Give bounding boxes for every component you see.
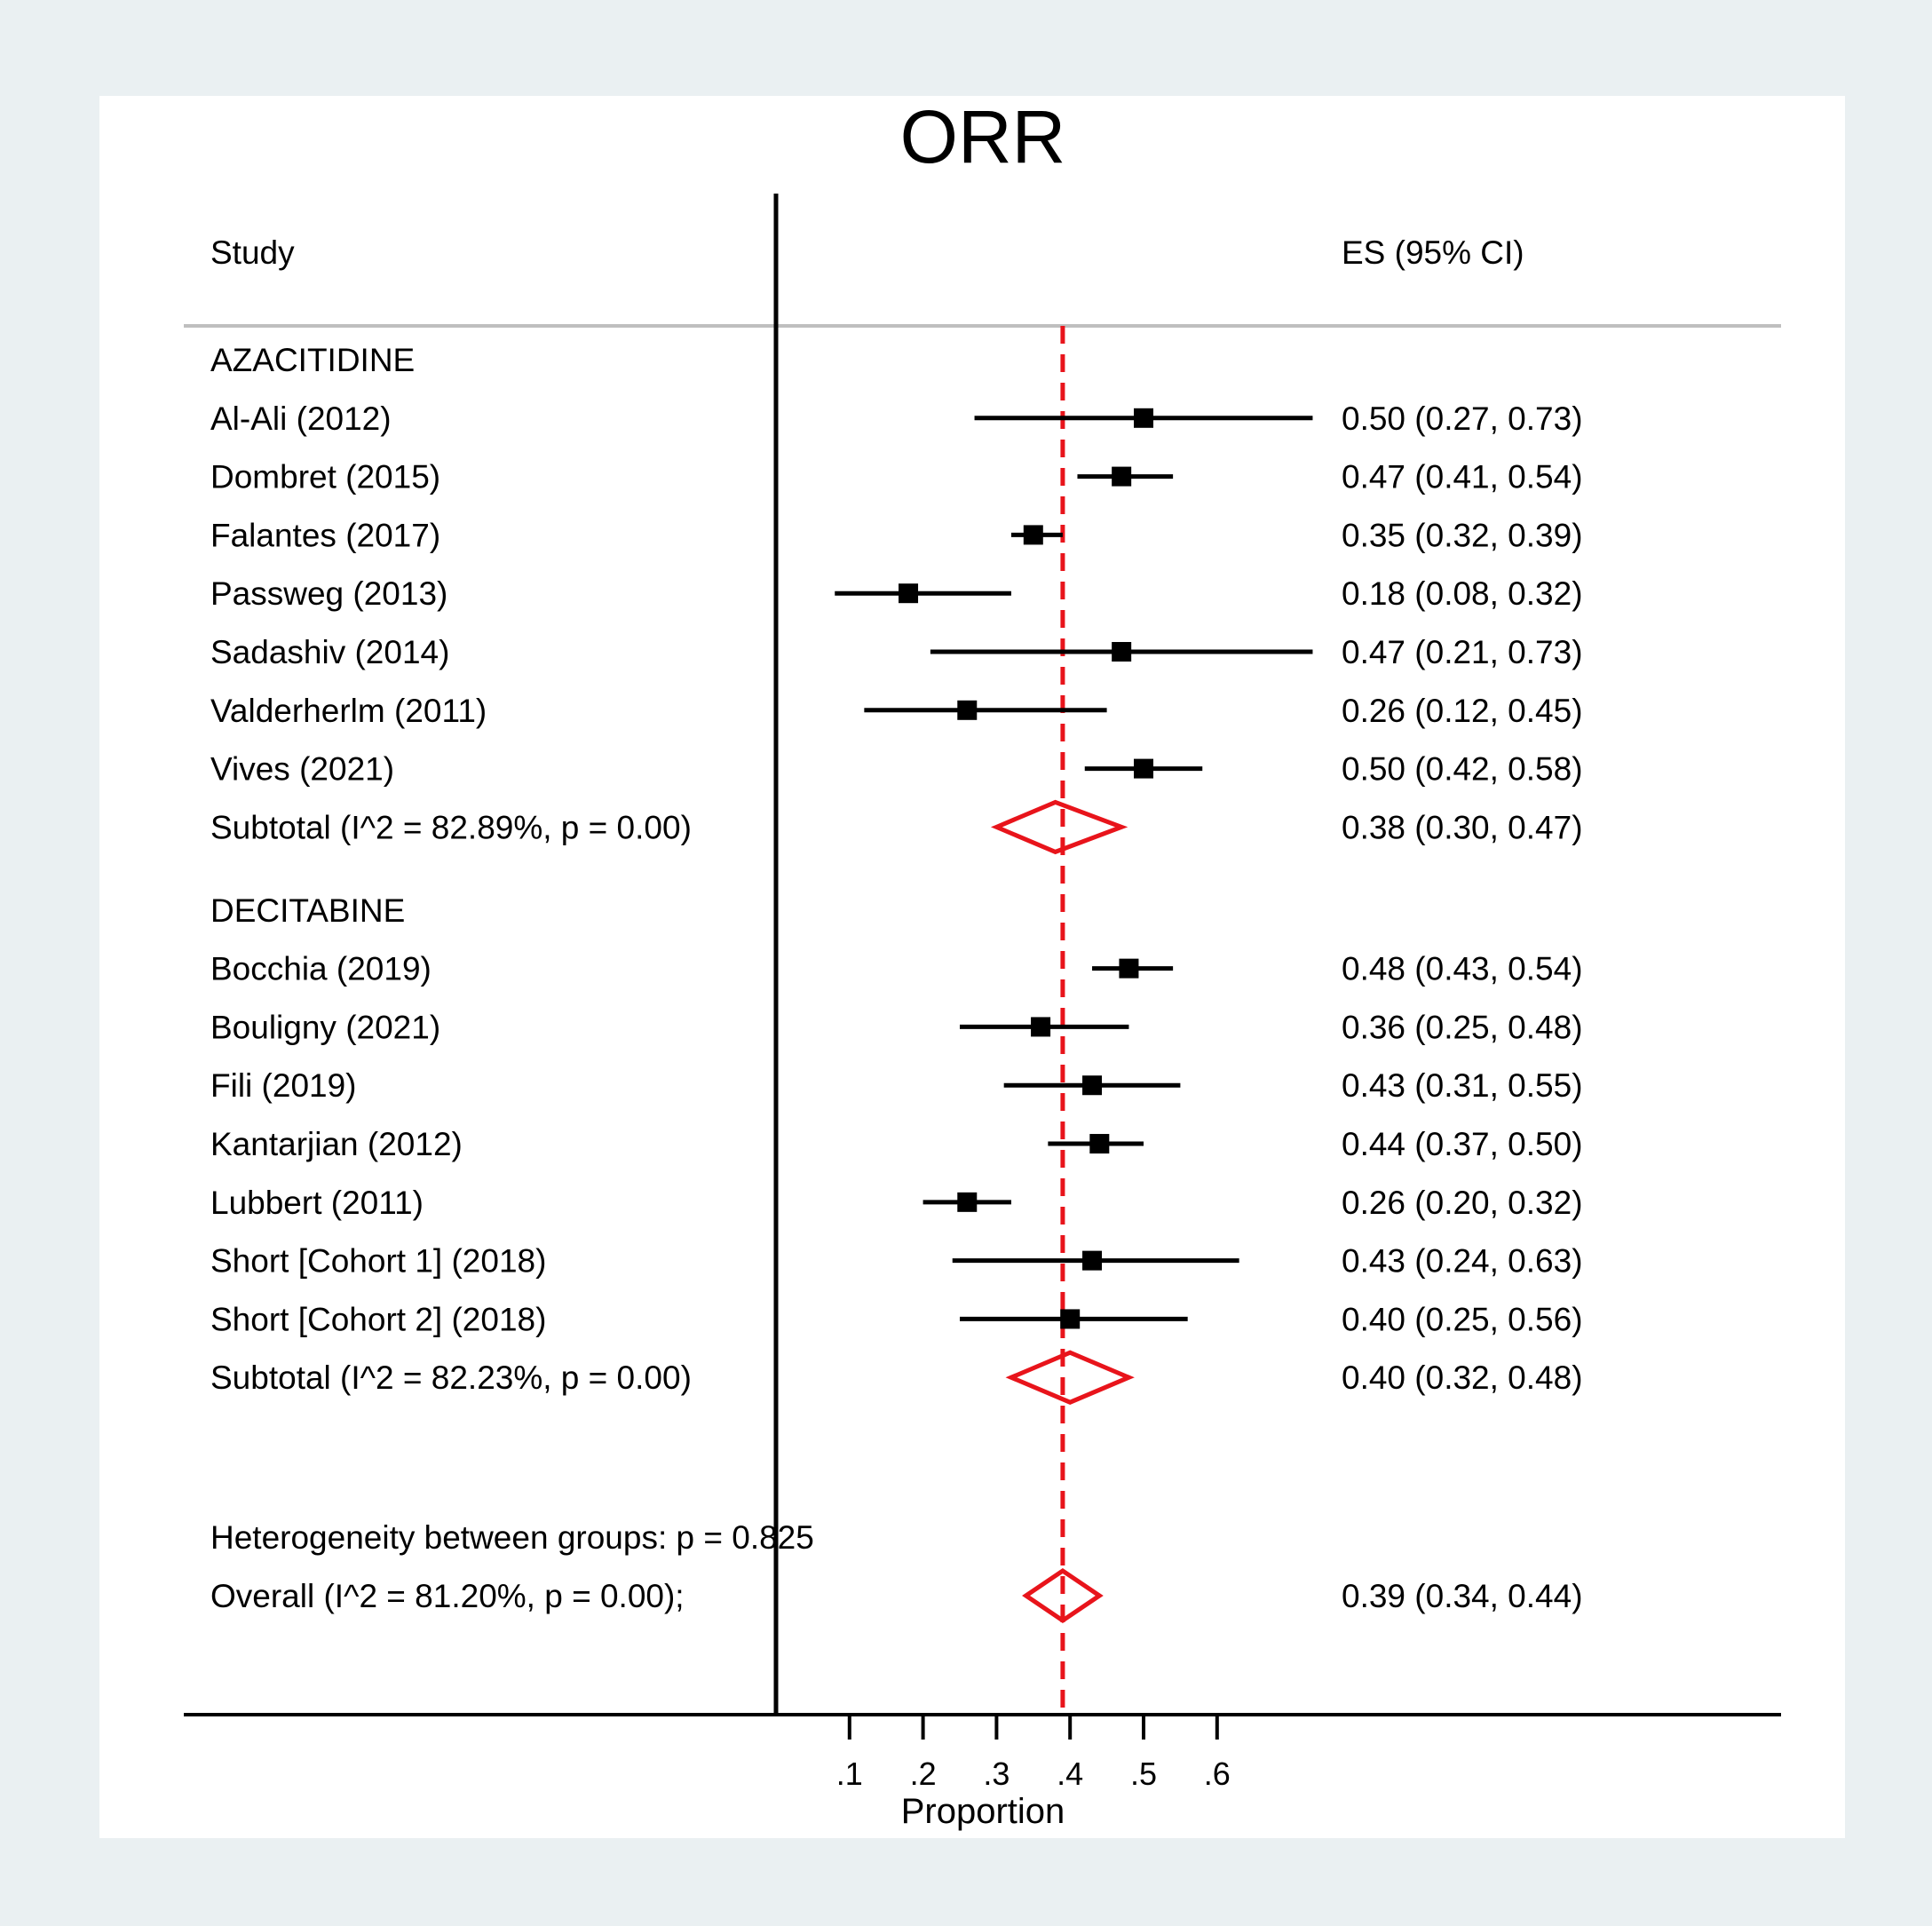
point-estimate xyxy=(1134,408,1153,428)
group-name: AZACITIDINE xyxy=(210,342,415,378)
es-value: 0.40 (0.25, 0.56) xyxy=(1342,1301,1583,1337)
es-value: 0.26 (0.20, 0.32) xyxy=(1342,1185,1583,1221)
es-value: 0.36 (0.25, 0.48) xyxy=(1342,1009,1583,1045)
study-label: Al-Ali (2012) xyxy=(210,400,392,437)
es-value: 0.47 (0.21, 0.73) xyxy=(1342,634,1583,670)
x-tick-label: .2 xyxy=(910,1756,937,1792)
subtotal-value: 0.40 (0.32, 0.48) xyxy=(1342,1359,1583,1396)
subtotal-label: Subtotal (I^2 = 82.89%, p = 0.00) xyxy=(210,809,692,845)
study-label: Dombret (2015) xyxy=(210,459,440,495)
study-label: Short [Cohort 1] (2018) xyxy=(210,1243,546,1280)
es-value: 0.47 (0.41, 0.54) xyxy=(1342,459,1583,495)
overall-label: Overall (I^2 = 81.20%, p = 0.00); xyxy=(210,1578,685,1614)
es-value: 0.43 (0.24, 0.63) xyxy=(1342,1243,1583,1280)
x-tick-label: .3 xyxy=(983,1756,1010,1792)
x-axis-label: Proportion xyxy=(901,1792,1065,1831)
es-value: 0.18 (0.08, 0.32) xyxy=(1342,575,1583,612)
subtotal-diamond xyxy=(1005,1350,1135,1405)
study-label: Bocchia (2019) xyxy=(210,951,432,987)
x-tick-label: .1 xyxy=(836,1756,863,1792)
point-estimate xyxy=(1023,525,1043,545)
point-estimate xyxy=(1112,642,1132,662)
subtotal-label: Subtotal (I^2 = 82.23%, p = 0.00) xyxy=(210,1359,692,1396)
point-estimate xyxy=(1082,1250,1103,1271)
x-tick-label: .4 xyxy=(1057,1756,1083,1792)
overall-diamond xyxy=(1022,1567,1104,1624)
x-axis-ticks: .1 .2 .3 .4 .5 .6 xyxy=(836,1715,1231,1792)
point-estimate xyxy=(1134,758,1153,779)
group-name: DECITABINE xyxy=(210,892,405,929)
x-tick-label: .5 xyxy=(1130,1756,1157,1792)
es-value: 0.50 (0.27, 0.73) xyxy=(1342,400,1583,437)
point-estimate xyxy=(1119,958,1139,979)
forest-rows: AZACITIDINE Al-Ali (2012) 0.50 (0.27, 0.73… xyxy=(210,342,1583,1624)
study-label: Bouligny (2021) xyxy=(210,1009,440,1045)
es-column-header: ES (95% CI) xyxy=(1342,234,1524,271)
study-label: Sadashiv (2014) xyxy=(210,634,449,670)
subtotal-value: 0.38 (0.30, 0.47) xyxy=(1342,809,1583,845)
study-label: Passweg (2013) xyxy=(210,575,447,612)
study-label: Vives (2021) xyxy=(210,751,394,788)
point-estimate xyxy=(1060,1309,1081,1329)
es-value: 0.48 (0.43, 0.54) xyxy=(1342,951,1583,987)
point-estimate xyxy=(899,583,919,604)
subtotal-diamond xyxy=(990,799,1128,855)
study-label: Valderherlm (2011) xyxy=(210,693,487,729)
es-value: 0.26 (0.12, 0.45) xyxy=(1342,693,1583,729)
es-value: 0.35 (0.32, 0.39) xyxy=(1342,517,1583,553)
plot-panel xyxy=(99,96,1845,1838)
study-label: Lubbert (2011) xyxy=(210,1185,424,1221)
es-value: 0.50 (0.42, 0.58) xyxy=(1342,751,1583,788)
heterogeneity-text: Heterogeneity between groups: p = 0.825 xyxy=(210,1519,814,1556)
x-tick-label: .6 xyxy=(1204,1756,1231,1792)
study-label: Falantes (2017) xyxy=(210,517,440,553)
point-estimate xyxy=(1082,1075,1103,1096)
chart-title: ORR xyxy=(900,95,1066,178)
overall-value: 0.39 (0.34, 0.44) xyxy=(1342,1578,1583,1614)
study-label: Short [Cohort 2] (2018) xyxy=(210,1301,546,1337)
point-estimate xyxy=(1031,1017,1051,1037)
study-column-header: Study xyxy=(210,234,295,271)
es-value: 0.43 (0.31, 0.55) xyxy=(1342,1067,1583,1104)
es-value: 0.44 (0.37, 0.50) xyxy=(1342,1126,1583,1162)
study-label: Fili (2019) xyxy=(210,1067,357,1104)
point-estimate xyxy=(957,700,978,720)
study-label: Kantarjian (2012) xyxy=(210,1126,463,1162)
point-estimate xyxy=(1089,1134,1110,1154)
point-estimate xyxy=(957,1192,978,1212)
point-estimate xyxy=(1112,466,1132,487)
